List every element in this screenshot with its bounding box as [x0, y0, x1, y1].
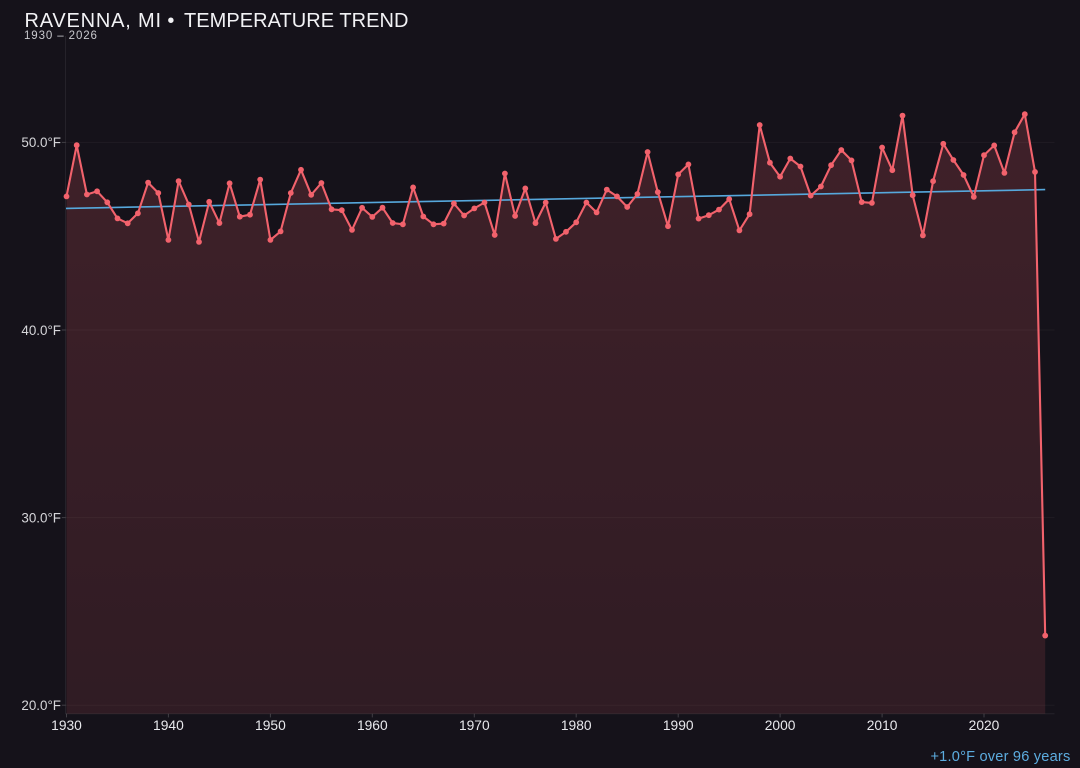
svg-text:1940: 1940	[153, 718, 184, 733]
svg-text:30.0°F: 30.0°F	[21, 510, 61, 525]
svg-text:1970: 1970	[459, 718, 490, 733]
svg-text:2010: 2010	[867, 718, 898, 733]
svg-text:1960: 1960	[357, 718, 388, 733]
svg-text:1930: 1930	[51, 718, 82, 733]
svg-text:1990: 1990	[663, 718, 694, 733]
svg-text:1950: 1950	[255, 718, 286, 733]
svg-text:2000: 2000	[765, 718, 796, 733]
svg-text:40.0°F: 40.0°F	[21, 323, 61, 338]
svg-text:2020: 2020	[969, 718, 1000, 733]
svg-text:20.0°F: 20.0°F	[21, 698, 61, 713]
svg-text:RAVENNA, MI • TEMPERATURE TRE: RAVENNA, MI • TEMPERATURE TREND	[25, 10, 409, 32]
svg-text:50.0°F: 50.0°F	[21, 135, 61, 150]
svg-text:1980: 1980	[561, 718, 592, 733]
svg-text:1930 – 2026: 1930 – 2026	[24, 30, 98, 42]
svg-text:+1.0°F over 96 years: +1.0°F over 96 years	[930, 749, 1070, 765]
